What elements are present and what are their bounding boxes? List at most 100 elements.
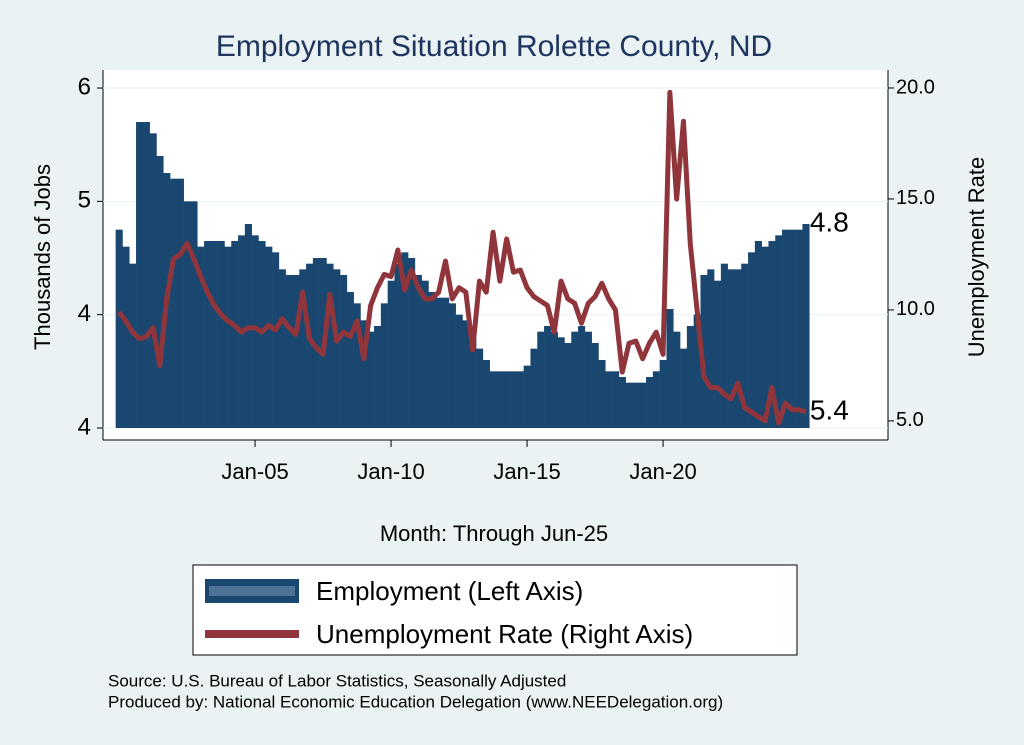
bar — [523, 365, 531, 428]
bar — [156, 156, 164, 428]
bar — [530, 348, 538, 428]
legend-label: Unemployment Rate (Right Axis) — [316, 619, 693, 649]
bar — [353, 303, 361, 428]
bar — [333, 269, 341, 428]
bar — [571, 331, 579, 428]
bar — [802, 224, 810, 428]
bar — [299, 269, 307, 428]
x-tick-label: Jan-15 — [493, 459, 560, 484]
bar — [673, 331, 681, 428]
bar — [394, 263, 402, 428]
bar — [482, 359, 490, 428]
y-tick-label: 4 — [78, 300, 91, 327]
bar — [360, 320, 368, 428]
bar — [278, 269, 286, 428]
chart-title: Employment Situation Rolette County, ND — [216, 30, 772, 63]
bar — [754, 241, 762, 428]
bar — [550, 331, 558, 428]
bar — [204, 241, 212, 428]
bar — [775, 235, 783, 428]
bar — [714, 280, 722, 428]
bar — [387, 280, 395, 428]
bar — [142, 122, 150, 428]
bar — [639, 382, 647, 428]
y2-tick-label: 5.0 — [896, 409, 924, 431]
bar — [340, 275, 348, 428]
bar — [741, 263, 749, 428]
bar — [734, 269, 742, 428]
bar — [748, 252, 756, 428]
bar — [782, 229, 790, 428]
bar — [537, 331, 545, 428]
legend-swatch-inner — [209, 586, 295, 596]
bar — [401, 252, 409, 428]
bar — [292, 275, 300, 428]
bar — [129, 263, 137, 428]
source-note: Source: U.S. Bureau of Labor Statistics,… — [108, 671, 566, 690]
bar — [646, 376, 654, 428]
bar — [707, 269, 715, 428]
bar — [455, 314, 463, 428]
bar — [170, 178, 178, 428]
bar — [768, 241, 776, 428]
bar — [598, 359, 606, 428]
bar — [686, 325, 694, 428]
bar — [306, 263, 314, 428]
bar — [720, 263, 728, 428]
bar — [659, 359, 667, 428]
bar — [183, 201, 191, 428]
bar — [136, 122, 144, 428]
bar — [666, 308, 674, 428]
bar — [414, 275, 422, 428]
y2-axis-title: Unemployment Rate — [964, 157, 989, 358]
bar — [197, 246, 205, 428]
bar — [788, 229, 796, 428]
bar — [210, 241, 218, 428]
bar — [605, 371, 613, 428]
bar — [285, 275, 293, 428]
bar — [510, 371, 518, 428]
bar — [326, 263, 334, 428]
bar — [380, 303, 388, 428]
x-tick-label: Jan-20 — [629, 459, 696, 484]
bar — [618, 376, 626, 428]
bar — [265, 246, 273, 428]
bar — [374, 325, 382, 428]
bar — [224, 246, 232, 428]
bar — [272, 252, 280, 428]
bar — [652, 371, 660, 428]
bar — [435, 297, 443, 428]
bar — [632, 382, 640, 428]
bar — [408, 258, 416, 428]
y-tick-label: 6 — [78, 73, 91, 100]
bar — [700, 275, 708, 428]
y-tick-label: 4 — [78, 413, 91, 440]
bar — [489, 371, 497, 428]
bar — [149, 133, 157, 428]
bar — [795, 229, 803, 428]
bar — [312, 258, 320, 428]
bar — [217, 241, 225, 428]
bar — [231, 241, 239, 428]
x-axis-title: Month: Through Jun-25 — [380, 521, 608, 546]
bar — [578, 325, 586, 428]
bar — [115, 229, 123, 428]
bar — [190, 201, 198, 428]
bar — [727, 269, 735, 428]
bar — [496, 371, 504, 428]
bar — [516, 371, 524, 428]
end-value-label: 5.4 — [810, 394, 849, 425]
bar — [428, 292, 436, 428]
bar — [448, 303, 456, 428]
x-tick-label: Jan-10 — [357, 459, 424, 484]
y-axis-title: Thousands of Jobs — [30, 164, 55, 350]
end-value-label: 4.8 — [810, 206, 849, 237]
bar — [625, 382, 633, 428]
bar — [693, 314, 701, 428]
bar — [176, 178, 184, 428]
y-tick-label: 5 — [78, 187, 91, 214]
bar — [251, 235, 259, 428]
bar — [442, 297, 450, 428]
x-tick-label: Jan-05 — [221, 459, 288, 484]
bar — [557, 337, 565, 428]
